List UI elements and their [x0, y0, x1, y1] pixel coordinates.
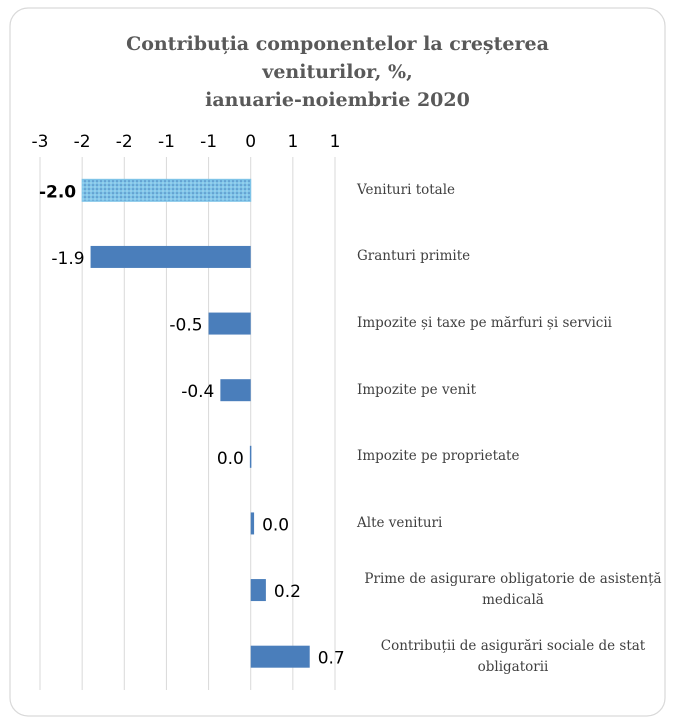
value-label: 0.2 — [274, 582, 301, 602]
value-label: -0.5 — [169, 316, 202, 336]
category-label: Granturi primite — [357, 248, 471, 265]
bar — [250, 579, 266, 602]
bar — [208, 312, 251, 335]
category-label: Alte venituri — [357, 514, 443, 531]
category-label: Venituri totale — [357, 181, 456, 198]
x-tick-label: 1 — [330, 132, 341, 152]
x-tick-label: -1 — [158, 132, 175, 152]
bar — [250, 512, 255, 535]
x-tick-label: 0 — [245, 132, 256, 152]
bar — [220, 379, 251, 402]
x-tick-label: -1 — [200, 132, 217, 152]
value-label: 0.0 — [217, 449, 244, 469]
x-tick-label: -3 — [32, 132, 49, 152]
bar — [249, 445, 252, 468]
value-label: -1.9 — [51, 249, 84, 269]
chart-title: Contribuția componentelor la creșterea v… — [126, 33, 549, 111]
category-label: Impozite pe proprietate — [357, 448, 520, 465]
value-label: 0.0 — [262, 515, 289, 535]
category-label: Impozite pe venit — [357, 381, 477, 398]
x-tick-label: 1 — [287, 132, 298, 152]
category-label: Impozite și taxe pe mărfuri și servicii — [357, 315, 612, 332]
category-label: Contribuții de asigurări sociale de stat… — [380, 637, 646, 675]
x-tick-label: -2 — [116, 132, 133, 152]
value-label: 0.7 — [318, 649, 345, 669]
category-label: Prime de asigurare obligatorie de asiste… — [364, 571, 662, 609]
bar — [90, 245, 251, 268]
value-label: -0.4 — [181, 382, 214, 402]
bar — [81, 178, 252, 202]
x-tick-label: -2 — [74, 132, 91, 152]
bar — [250, 645, 310, 668]
value-label: -2.0 — [39, 182, 76, 202]
